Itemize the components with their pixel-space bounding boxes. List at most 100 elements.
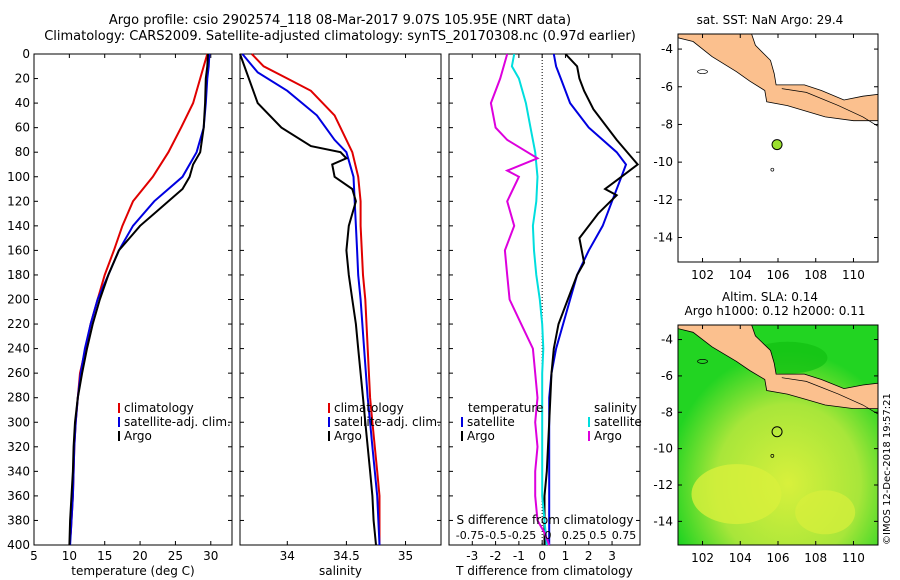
salinity-series-satellite-adj-clim-	[241, 53, 381, 546]
sst-map-argo-location-marker	[771, 139, 783, 151]
sst-map-christmas-island	[770, 167, 775, 172]
sla-map-ytick-label: -10	[653, 442, 673, 456]
temperature-legend-label: climatology	[124, 401, 194, 415]
chart-title-line1: Argo profile: csio 2902574_118 08-Mar-20…	[108, 13, 572, 28]
salinity-xtick-label: 35	[398, 549, 413, 563]
temperature-xtick-label: 10	[62, 549, 77, 563]
depth-tick-label: 220	[7, 317, 30, 331]
salinity-series-climatology	[251, 53, 381, 545]
depth-tick-label: 180	[7, 268, 30, 282]
difference-legend-label: satellite	[467, 415, 515, 429]
sla-map-sla-high-patch	[795, 490, 856, 535]
difference-x2label: S difference from climatology	[457, 513, 634, 527]
sst-map-xtick-label: 106	[767, 268, 790, 282]
difference-xtick-label: -1	[513, 549, 525, 563]
depth-tick-label: 200	[7, 293, 30, 307]
chart-title-line2: Climatology: CARS2009. Satellite-adjuste…	[44, 29, 636, 44]
sst-map-xtick-label: 110	[842, 268, 865, 282]
sla-map-argo-location-marker	[771, 426, 783, 438]
depth-tick-label: 320	[7, 440, 30, 454]
temperature-xtick-label: 15	[97, 549, 112, 563]
depth-tick-label: 160	[7, 243, 30, 257]
temperature-series-satellite-adj-clim-	[69, 53, 211, 546]
sst-map-ytick-label: -4	[661, 42, 673, 56]
salinity-xtick-label: 34.5	[333, 549, 360, 563]
sst-map-island-contour	[697, 69, 708, 75]
difference-series-salinity-satellite	[510, 53, 548, 546]
difference-frame	[448, 53, 641, 546]
depth-tick-label: 140	[7, 219, 30, 233]
difference-legend-label: Argo	[594, 429, 622, 443]
temperature-series-argo	[68, 53, 209, 546]
depth-tick-label: 360	[7, 489, 30, 503]
sst-map-xtick-label: 108	[804, 268, 827, 282]
depth-tick-label: 380	[7, 513, 30, 527]
temperature-xtick-label: 30	[203, 549, 218, 563]
sla-map-ytick-label: -6	[661, 369, 673, 383]
depth-tick-label: 40	[15, 96, 30, 110]
sla-map-xtick-label: 102	[691, 551, 714, 565]
difference-xtick-label: 3	[608, 549, 616, 563]
temperature-legend-label: Argo	[124, 429, 152, 443]
difference-x2tick-label: -0.25	[508, 529, 536, 542]
temperature-xlabel: temperature (deg C)	[71, 564, 194, 578]
difference-x2tick-label: 0.25	[562, 529, 587, 542]
sla-map-ytick-label: -8	[661, 405, 673, 419]
difference-x2tick-label: 0.5	[589, 529, 607, 542]
depth-tick-label: 20	[15, 72, 30, 86]
difference-series-temperature-argo	[543, 53, 640, 545]
sla-map-ytick-label: -12	[653, 478, 673, 492]
temperature-legend-label: satellite-adj. clim.	[124, 415, 231, 429]
salinity-xtick-label: 34	[280, 549, 295, 563]
difference-x2tick-label: -0.75	[456, 529, 484, 542]
depth-tick-label: 400	[7, 538, 30, 552]
imos-credit: ©IMOS 12-Dec-2018 19:57:21	[882, 393, 893, 545]
sst-map-ytick-label: -12	[653, 193, 673, 207]
sla-map-xtick-label: 108	[804, 551, 827, 565]
difference-legend-label: satellite	[594, 415, 642, 429]
depth-tick-label: 300	[7, 415, 30, 429]
sla-map-xtick-label: 106	[767, 551, 790, 565]
depth-tick-label: 240	[7, 342, 30, 356]
depth-tick-label: 100	[7, 170, 30, 184]
sla-map-title-line2: Argo h1000: 0.12 h2000: 0.11	[685, 304, 866, 318]
difference-xtick-label: 1	[562, 549, 570, 563]
sla-map-coastline	[781, 377, 879, 415]
depth-tick-label: 280	[7, 391, 30, 405]
difference-x2tick-label: 0	[545, 529, 552, 542]
sst-map-ytick-label: -6	[661, 80, 673, 94]
sla-map-christmas-island	[770, 454, 775, 458]
sst-map-xtick-label: 104	[729, 268, 752, 282]
difference-x2tick-label: -0.5	[485, 529, 506, 542]
sla-map-title-line1: Altim. SLA: 0.14	[722, 290, 818, 304]
sla-map-xtick-label: 104	[729, 551, 752, 565]
sla-map-xtick-label: 110	[842, 551, 865, 565]
sla-map-sla-high-patch	[691, 464, 782, 525]
difference-xtick-label: -2	[490, 549, 502, 563]
difference-series-salinity-argo	[489, 53, 551, 546]
difference-series-temperature-satellite	[548, 53, 628, 545]
depth-tick-label: 80	[15, 145, 30, 159]
sla-map-ytick-label: -4	[661, 333, 673, 347]
temperature-xtick-label: 20	[132, 549, 147, 563]
depth-tick-label: 0	[22, 47, 30, 61]
difference-x2tick-label: 0.75	[612, 529, 637, 542]
difference-legend-label: temperature	[468, 401, 543, 415]
sst-map-ytick-label: -8	[661, 117, 673, 131]
sst-map-title: sat. SST: NaN Argo: 29.4	[697, 13, 844, 27]
sla-map-island-contour	[697, 359, 708, 364]
difference-legend-label: Argo	[467, 429, 495, 443]
difference-xtick-label: 0	[538, 549, 546, 563]
temperature-series-climatology	[68, 53, 209, 546]
salinity-xlabel: salinity	[319, 564, 362, 578]
salinity-legend-label: satellite-adj. clim.	[334, 415, 441, 429]
difference-xtick-label: -3	[466, 549, 478, 563]
depth-tick-label: 260	[7, 366, 30, 380]
depth-tick-label: 120	[7, 194, 30, 208]
sst-map-xtick-label: 102	[691, 268, 714, 282]
difference-legend-label: salinity	[594, 401, 637, 415]
difference-xlabel: T difference from climatology	[455, 564, 633, 578]
depth-tick-label: 340	[7, 464, 30, 478]
sst-map-ytick-label: -10	[653, 155, 673, 169]
